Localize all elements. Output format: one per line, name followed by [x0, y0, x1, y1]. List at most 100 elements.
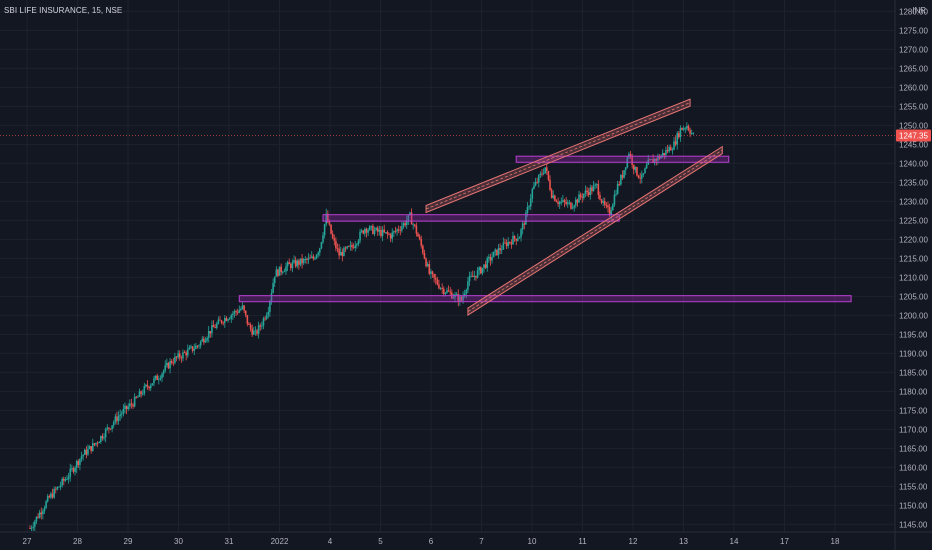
candle-body: [71, 468, 73, 469]
candle-body: [146, 384, 149, 387]
candle-body: [615, 193, 617, 195]
candle-body: [388, 233, 390, 235]
candle-body: [494, 249, 497, 252]
candle-body: [351, 245, 353, 248]
candle-body: [63, 478, 65, 481]
candle-body: [409, 212, 411, 215]
candle-body: [132, 404, 134, 407]
candle-body: [385, 232, 387, 233]
candle-body: [211, 325, 213, 334]
candle-body: [87, 448, 89, 455]
candle-body: [53, 488, 55, 498]
candle-body: [103, 437, 105, 439]
candle-body: [360, 230, 363, 232]
candle-body: [262, 318, 265, 326]
candle-body: [368, 226, 371, 231]
y-tick-label: 1190.00: [899, 349, 928, 358]
candle-body: [613, 194, 616, 205]
candle-body: [467, 281, 469, 290]
candle-body: [439, 288, 442, 289]
candle-body: [339, 251, 342, 256]
y-tick-label: 1220.00: [899, 235, 928, 244]
y-tick-label: 1250.00: [899, 121, 928, 130]
y-tick-label: 1170.00: [899, 425, 928, 434]
candle-body: [457, 294, 460, 302]
candle-body: [319, 248, 321, 253]
candle-body: [317, 252, 319, 255]
candle-body: [513, 236, 516, 239]
candle-body: [257, 325, 260, 334]
candle-body: [413, 224, 416, 226]
candle-body: [447, 290, 450, 292]
candle-body: [536, 182, 538, 183]
candle-body: [143, 386, 146, 394]
candle-body: [56, 487, 59, 490]
candle-body: [291, 262, 294, 269]
candle-body: [299, 258, 302, 265]
candle-body: [364, 228, 366, 234]
candle-body: [480, 267, 482, 274]
candle-body: [343, 247, 345, 257]
candle-body: [370, 225, 373, 227]
candle-body: [241, 305, 244, 309]
candle-body: [660, 155, 662, 159]
candle-body: [227, 319, 229, 321]
candle-body: [560, 201, 563, 203]
candle-body: [471, 275, 474, 277]
candle-body: [402, 223, 405, 227]
candle-body: [43, 507, 46, 512]
candle-body: [684, 128, 687, 130]
candle-body: [288, 262, 291, 265]
candle-body: [542, 173, 545, 175]
candle-body: [565, 202, 567, 205]
candle-body: [66, 479, 68, 480]
candle-body: [470, 275, 472, 277]
candle-body: [80, 456, 83, 459]
candle-body: [322, 235, 324, 243]
candle-body: [686, 126, 688, 129]
candle-body: [463, 293, 466, 297]
candle-body: [196, 345, 199, 347]
candle-body: [91, 443, 94, 451]
candle-body: [32, 526, 35, 528]
candle-body: [40, 512, 43, 515]
candle-body: [554, 195, 556, 201]
candle-body: [550, 189, 553, 198]
candle-body: [682, 128, 685, 130]
candle-body: [129, 403, 131, 407]
resistance-zone-1241: [515, 155, 730, 163]
candle-body: [88, 446, 91, 449]
candle-body: [446, 290, 448, 293]
candle-body: [642, 173, 645, 175]
candle-body: [599, 194, 601, 200]
candle-body: [502, 242, 505, 250]
candle-body: [521, 223, 524, 230]
candle-body: [520, 229, 522, 238]
candle-body: [232, 313, 234, 316]
candle-body: [77, 461, 80, 465]
candle-body: [166, 362, 168, 366]
y-tick-label: 1230.00: [899, 197, 928, 206]
candle-body: [46, 496, 49, 502]
candle-body: [381, 229, 384, 237]
x-tick-label: 2022: [271, 537, 289, 546]
candle-body: [111, 425, 113, 430]
y-tick-label: 1280.00: [899, 7, 928, 16]
y-tick-label: 1165.00: [899, 444, 928, 453]
candle-body: [109, 428, 112, 430]
y-tick-label: 1200.00: [899, 311, 928, 320]
candle-body: [278, 266, 281, 276]
candle-body: [378, 230, 381, 232]
candle-body: [141, 393, 144, 395]
candle-body: [336, 248, 339, 250]
wedge-upper-line-midline: [425, 102, 691, 210]
candle-body: [230, 315, 233, 319]
candle-body: [433, 273, 435, 278]
candle-body: [338, 248, 340, 256]
candle-body: [261, 325, 263, 327]
x-tick-label: 29: [124, 537, 133, 546]
candle-body: [376, 227, 379, 232]
candle-body: [344, 247, 347, 249]
